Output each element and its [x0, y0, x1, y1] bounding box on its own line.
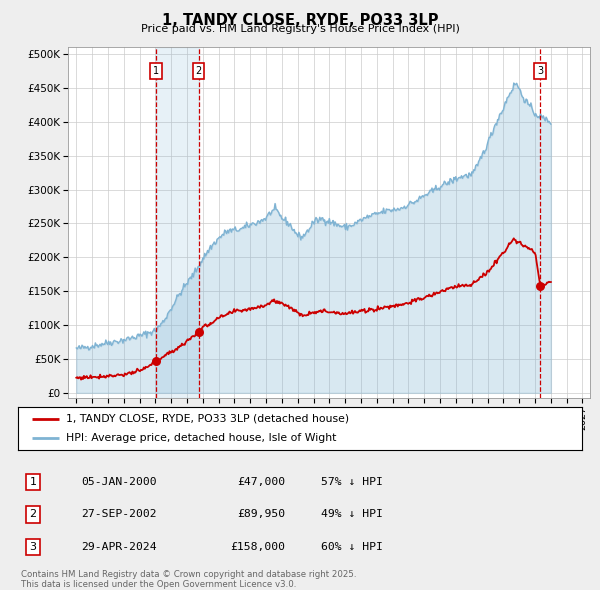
Text: 1: 1 — [152, 66, 159, 76]
Text: £158,000: £158,000 — [230, 542, 285, 552]
Bar — [156, 47, 199, 398]
Text: HPI: Average price, detached house, Isle of Wight: HPI: Average price, detached house, Isle… — [66, 433, 337, 443]
Text: 1, TANDY CLOSE, RYDE, PO33 3LP: 1, TANDY CLOSE, RYDE, PO33 3LP — [162, 13, 438, 28]
Text: £89,950: £89,950 — [237, 510, 285, 519]
Text: 2: 2 — [29, 510, 37, 519]
Text: £47,000: £47,000 — [237, 477, 285, 487]
Text: 3: 3 — [29, 542, 37, 552]
Text: 29-APR-2024: 29-APR-2024 — [81, 542, 157, 552]
Text: 57% ↓ HPI: 57% ↓ HPI — [321, 477, 383, 487]
Text: 49% ↓ HPI: 49% ↓ HPI — [321, 510, 383, 519]
Text: 27-SEP-2002: 27-SEP-2002 — [81, 510, 157, 519]
Text: 05-JAN-2000: 05-JAN-2000 — [81, 477, 157, 487]
Text: Price paid vs. HM Land Registry's House Price Index (HPI): Price paid vs. HM Land Registry's House … — [140, 24, 460, 34]
Text: 2: 2 — [196, 66, 202, 76]
Text: 1, TANDY CLOSE, RYDE, PO33 3LP (detached house): 1, TANDY CLOSE, RYDE, PO33 3LP (detached… — [66, 414, 349, 424]
Text: 60% ↓ HPI: 60% ↓ HPI — [321, 542, 383, 552]
Text: 1: 1 — [29, 477, 37, 487]
Text: 3: 3 — [537, 66, 544, 76]
Text: Contains HM Land Registry data © Crown copyright and database right 2025.
This d: Contains HM Land Registry data © Crown c… — [21, 570, 356, 589]
